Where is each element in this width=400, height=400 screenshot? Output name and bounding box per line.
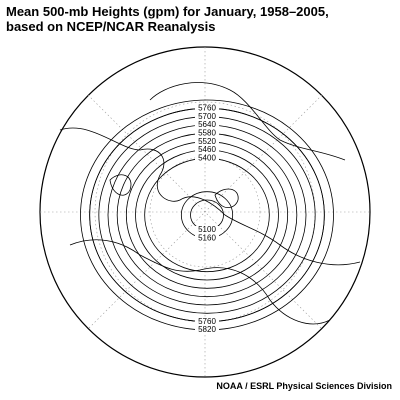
contour-line bbox=[144, 157, 270, 273]
contour-label: 5460 bbox=[198, 145, 216, 154]
contour-label: 5760 bbox=[198, 103, 216, 112]
credit: NOAA / ESRL Physical Sciences Division bbox=[216, 381, 392, 391]
label-background bbox=[195, 226, 219, 234]
contour-label: 5100 bbox=[198, 225, 216, 234]
title-line: based on NCEP/NCAR Reanalysis bbox=[6, 19, 216, 34]
label-background bbox=[195, 326, 219, 334]
contour-label: 5520 bbox=[198, 137, 216, 146]
contours: 5760570056405580552054605400510051605760… bbox=[80, 99, 334, 334]
coastlines bbox=[59, 82, 361, 325]
label-background bbox=[195, 146, 219, 154]
contour-label: 5160 bbox=[198, 233, 216, 242]
label-background bbox=[195, 234, 219, 243]
contour-label: 5580 bbox=[198, 128, 216, 137]
label-background bbox=[195, 129, 219, 138]
label-background bbox=[195, 121, 219, 129]
label-background bbox=[195, 112, 219, 121]
contour-line bbox=[135, 149, 279, 281]
contour-label: 5640 bbox=[198, 120, 216, 129]
contour-label: 5700 bbox=[198, 112, 216, 121]
contour-label: 5820 bbox=[198, 325, 216, 334]
contour-label: 5760 bbox=[198, 317, 216, 326]
label-background bbox=[195, 104, 219, 113]
label-background bbox=[195, 137, 219, 146]
label-background bbox=[195, 317, 219, 326]
contour-label: 5400 bbox=[198, 153, 216, 162]
title-line: Mean 500-mb Heights (gpm) for January, 1… bbox=[6, 4, 329, 19]
contour-line bbox=[125, 141, 289, 289]
label-background bbox=[195, 154, 219, 163]
